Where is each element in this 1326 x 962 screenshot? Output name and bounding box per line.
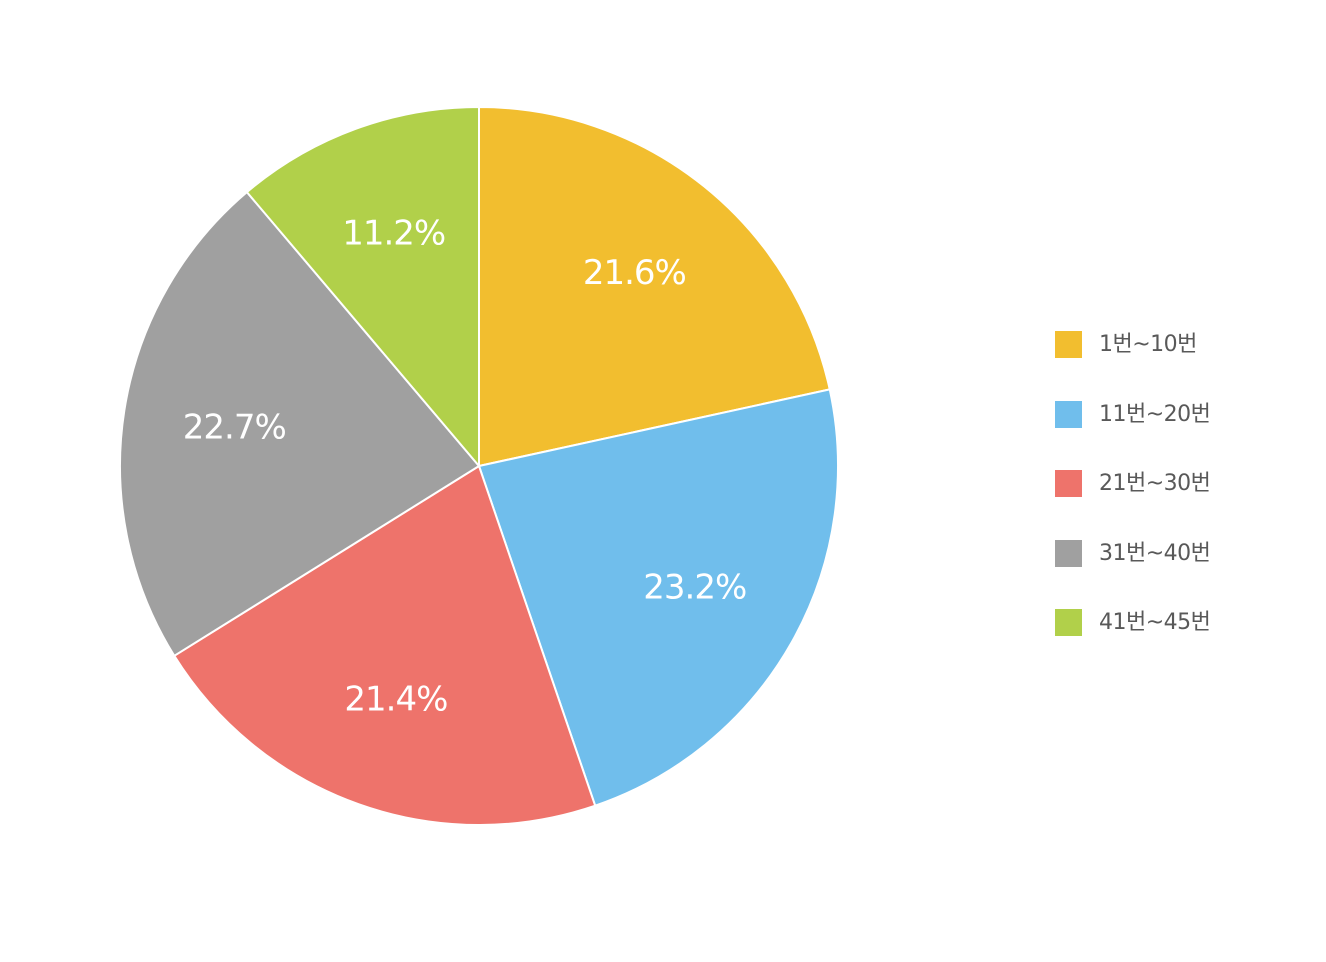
legend-label-2: 11번~20번 xyxy=(1099,401,1211,427)
legend-item-1: 1번~10번 xyxy=(1055,331,1275,401)
pie-slice-4 xyxy=(119,190,481,658)
legend-label-5: 41번~45번 xyxy=(1099,610,1211,635)
pie-value-label-4: 22.7% xyxy=(183,408,286,448)
legend-item-5: 41번~45번 xyxy=(1055,609,1275,679)
legend-item-3: 21번~30번 xyxy=(1055,470,1275,540)
legend-swatch-3 xyxy=(1055,470,1082,497)
legend-item-4: 31번~40번 xyxy=(1055,539,1275,610)
legend-swatch-1 xyxy=(1055,331,1082,358)
pie-value-label-3: 21.4% xyxy=(344,679,447,719)
pie-slice-5 xyxy=(245,105,480,469)
pie-value-label-2: 23.2% xyxy=(643,568,746,608)
pie-slice-3 xyxy=(172,464,597,826)
legend-label-3: 21번~30번 xyxy=(1099,471,1211,496)
pie-slice-1 xyxy=(478,105,831,468)
pie-slices xyxy=(119,105,839,826)
legend-item-2: 11번~20번 xyxy=(1055,400,1275,471)
legend-swatch-2 xyxy=(1055,400,1082,428)
pie-slice-2 xyxy=(477,388,839,807)
pie-value-labels: 21.6% 23.2% 21.4% 22.7% 11.2% xyxy=(183,213,748,719)
pie-value-label-1: 21.6% xyxy=(583,253,686,293)
legend-swatch-4 xyxy=(1055,539,1082,567)
legend-label-1: 1번~10번 xyxy=(1099,332,1197,357)
legend-label-4: 31번~40번 xyxy=(1099,540,1211,566)
pie-value-label-5: 11.2% xyxy=(342,213,445,253)
legend-swatch-5 xyxy=(1055,609,1082,636)
legend: 1번~10번 11번~20번 21번~30번 31번~40번 41번~45번 xyxy=(1055,331,1275,679)
